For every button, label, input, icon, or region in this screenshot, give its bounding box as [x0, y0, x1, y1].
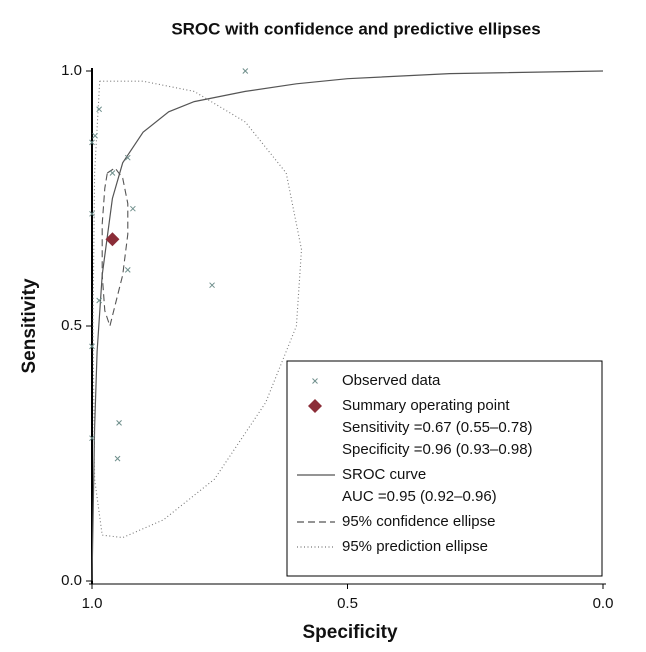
cross-stroke [92, 132, 98, 139]
observed-point [124, 154, 131, 161]
cross-stroke [89, 139, 95, 146]
observed-point [116, 420, 122, 426]
x-tick-label: 0.0 [593, 595, 614, 612]
cross-stroke [89, 210, 95, 217]
cross-stroke [89, 343, 95, 350]
legend-label: 95% confidence ellipse [342, 513, 495, 530]
observed-point [89, 210, 95, 217]
legend-label: Observed data [342, 372, 441, 389]
observed-point [92, 132, 98, 139]
y-axis-label: Sensitivity [19, 278, 40, 373]
legend-box [286, 360, 603, 577]
legend-label: Summary operating point [342, 397, 510, 414]
observed-point [242, 68, 249, 74]
cross-stroke [124, 154, 131, 161]
observed-point [109, 170, 116, 176]
observed-point [89, 435, 95, 442]
legend-label: 95% prediction ellipse [342, 538, 488, 555]
ellipse [92, 80, 303, 539]
observed-point [124, 267, 131, 273]
legend-detail: AUC =0.95 (0.92–0.96) [342, 488, 497, 505]
y-tick-label: 0.5 [61, 317, 82, 334]
observed-point [209, 282, 215, 289]
observed-point [96, 297, 103, 304]
observed-point [130, 205, 136, 212]
observed-point [89, 343, 95, 350]
cross-stroke [124, 267, 131, 273]
observed-point [114, 455, 121, 462]
cross-stroke [312, 378, 318, 384]
observed-point [89, 139, 95, 146]
cross-stroke [116, 420, 122, 426]
cross-stroke [242, 68, 249, 74]
legend-detail: Sensitivity =0.67 (0.55–0.78) [342, 419, 533, 436]
legend-swatch [308, 399, 322, 413]
ellipse [101, 167, 129, 328]
sroc-curve [91, 70, 604, 582]
cross-stroke [89, 435, 95, 442]
x-tick-label: 0.5 [337, 595, 358, 612]
x-tick-label: 1.0 [82, 595, 103, 612]
y-tick-label: 0.0 [61, 572, 82, 589]
y-tick-label: 1.0 [61, 62, 82, 79]
cross-stroke [130, 205, 136, 212]
chart-title: SROC with confidence and predictive elli… [171, 19, 540, 38]
cross-stroke [114, 455, 121, 462]
cross-stroke [96, 106, 103, 113]
x-axis-label: Specificity [302, 622, 397, 643]
observed-point [96, 106, 103, 113]
legend-swatch [312, 378, 318, 384]
cross-stroke [209, 282, 215, 289]
summary-point [105, 232, 120, 247]
cross-stroke [109, 170, 116, 176]
cross-stroke [96, 297, 103, 304]
legend-detail: Specificity =0.96 (0.93–0.98) [342, 441, 533, 458]
legend-label: SROC curve [342, 466, 426, 483]
